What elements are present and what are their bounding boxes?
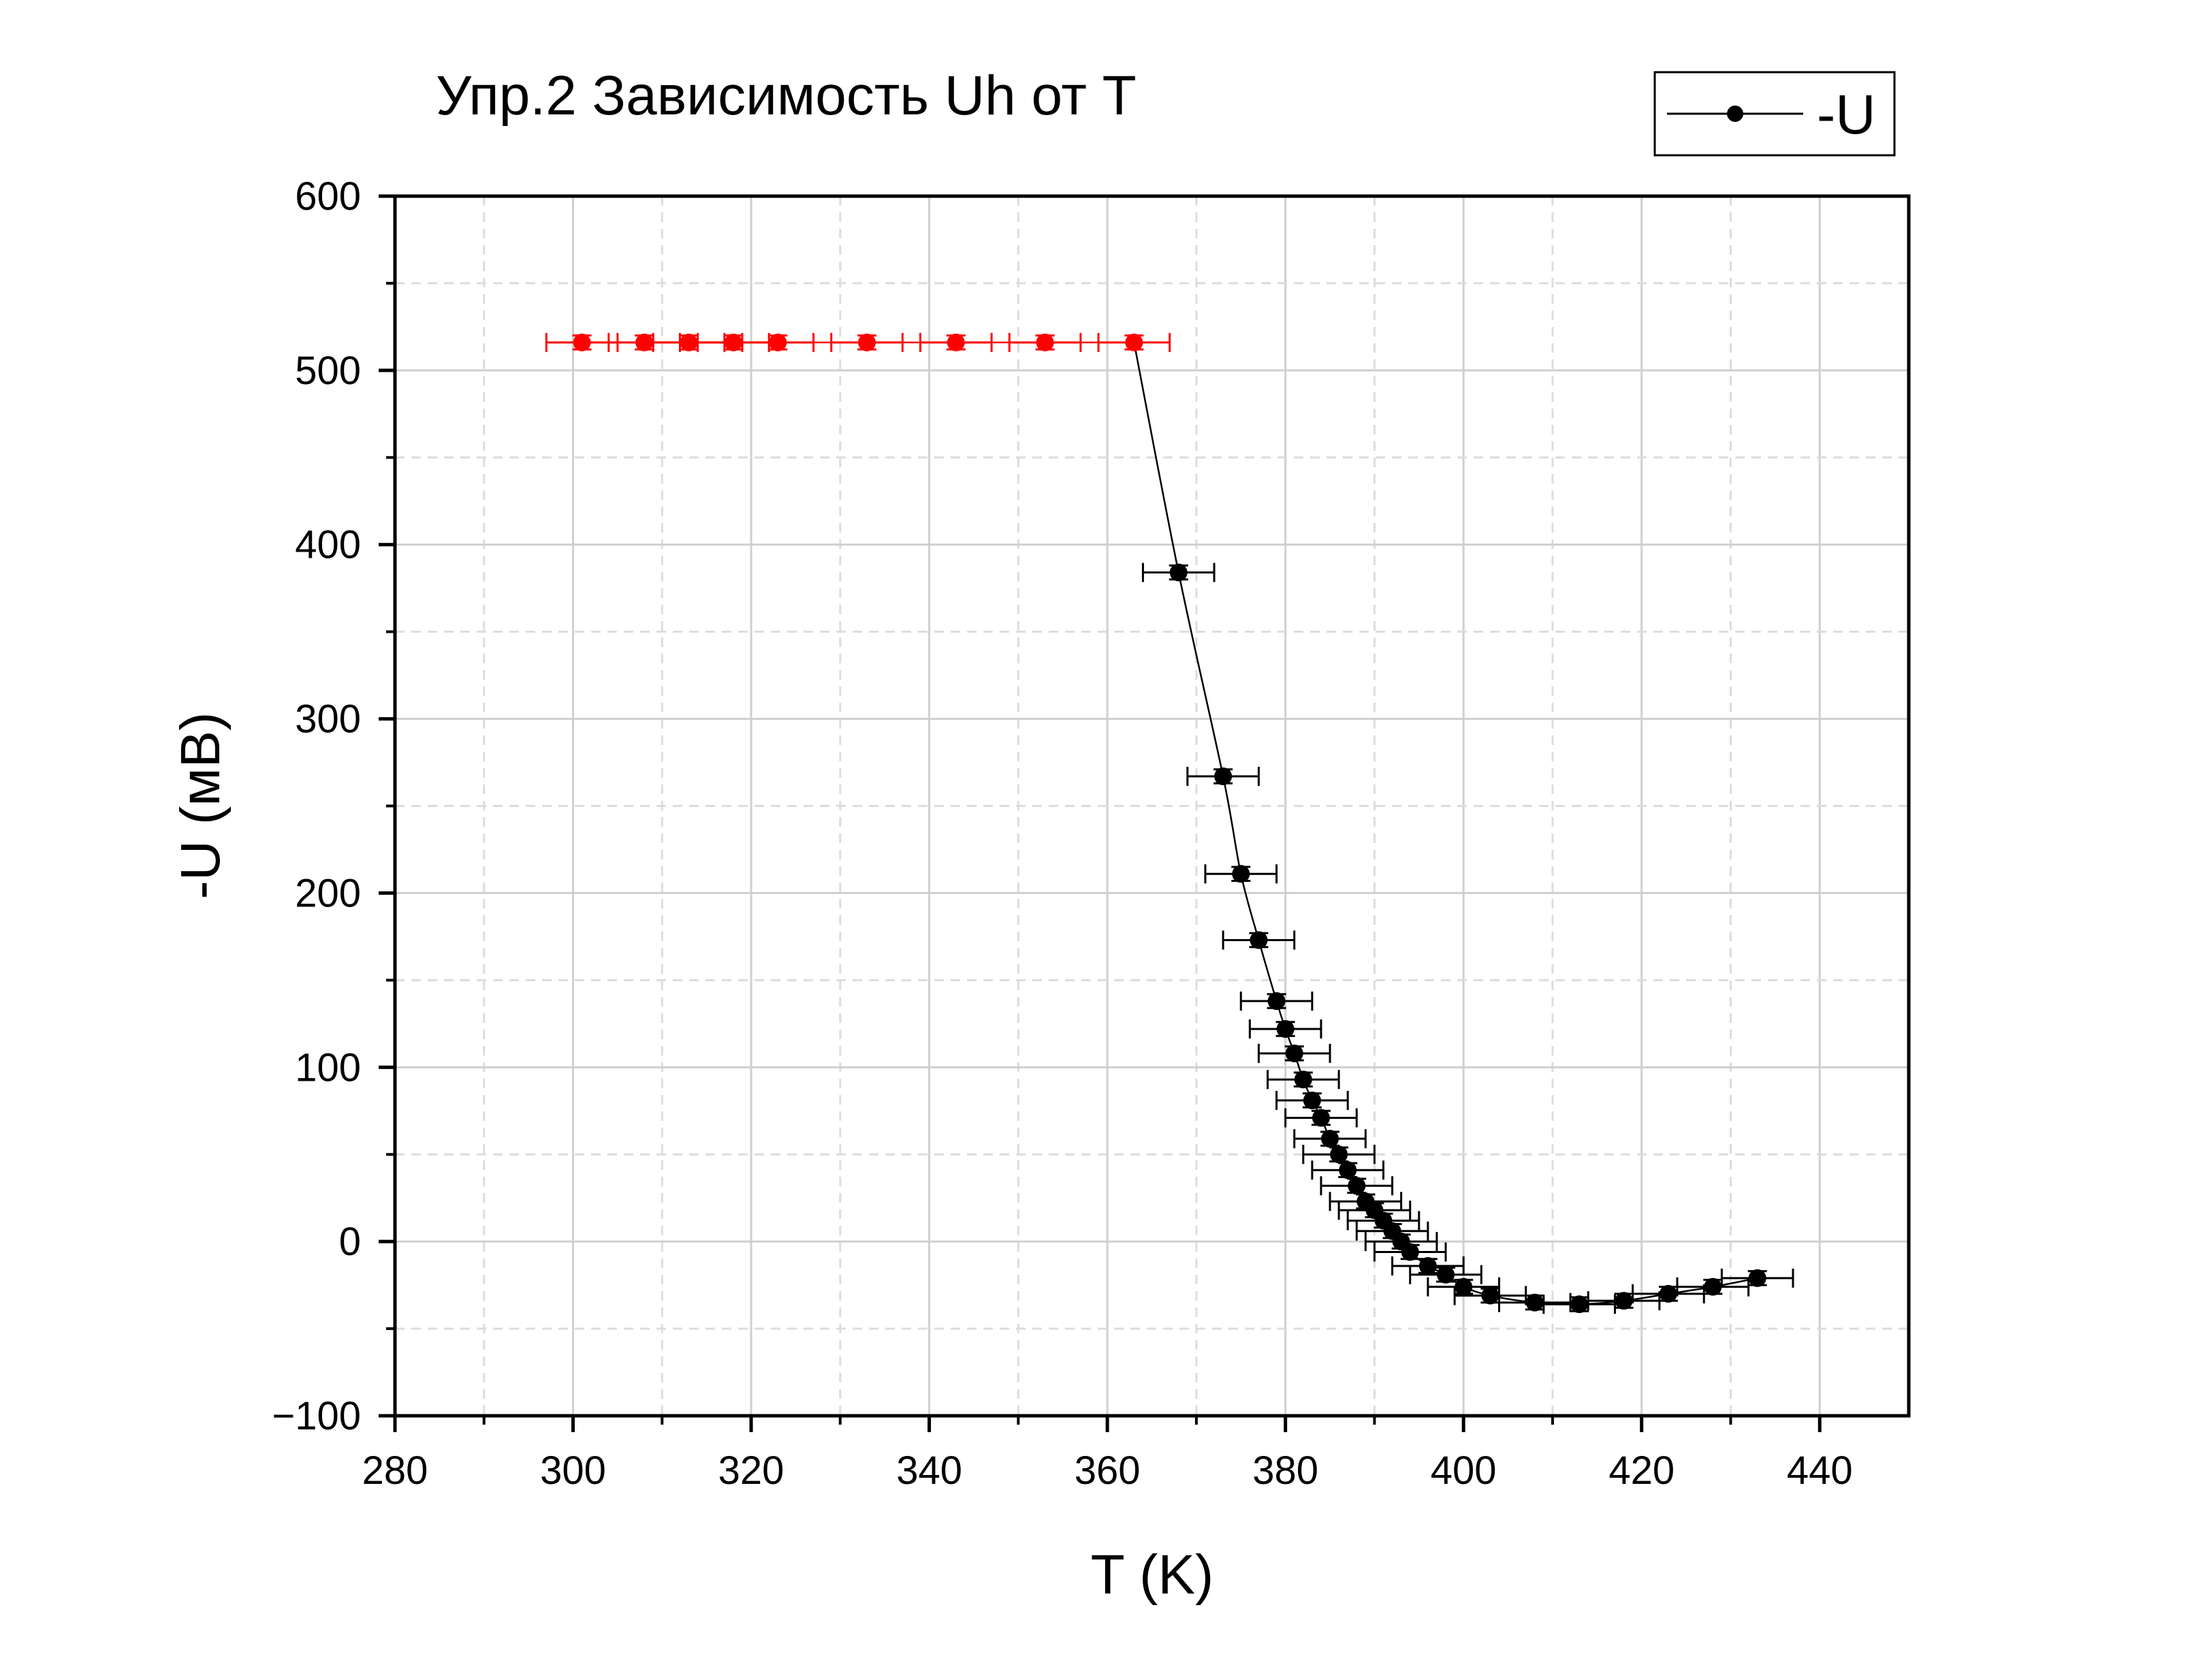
legend-marker: [1727, 106, 1743, 122]
legend: -U: [1653, 71, 1896, 157]
x-tick-label: 380: [1252, 1448, 1318, 1493]
black-series-data-point: [1267, 992, 1286, 1011]
red-series-data-point: [1036, 333, 1054, 351]
red-series-data-point: [635, 333, 654, 351]
x-tick-label: 400: [1431, 1448, 1497, 1493]
x-tick-label: 340: [896, 1448, 962, 1493]
black-series-data-point: [1312, 1109, 1330, 1127]
black-series-data-point: [1704, 1278, 1722, 1296]
black-series-data-point: [1285, 1044, 1303, 1062]
x-tick-label: 280: [362, 1448, 428, 1493]
red-series-data-point: [769, 333, 787, 351]
red-series-data-point: [680, 333, 698, 351]
black-series-data-point: [1348, 1177, 1366, 1195]
y-tick-label: 400: [295, 523, 361, 567]
axis-ticks: 280 300 320 340 360 380 400 420 440 −100 0 100 200 30…: [272, 174, 1852, 1493]
black-series-data-point: [1401, 1243, 1419, 1261]
x-tick-label: 360: [1075, 1448, 1141, 1493]
red-series-data-point: [947, 333, 965, 351]
black-series-data-point: [1437, 1265, 1455, 1284]
black-series-data-point: [1294, 1071, 1312, 1089]
black-series-data-point: [1570, 1295, 1589, 1314]
black-series-data-point: [1525, 1293, 1544, 1312]
y-tick-label: 200: [295, 871, 361, 915]
black-series-data-point: [1455, 1278, 1473, 1296]
chart-title: Упр.2 Зависимость Uh от T: [436, 65, 1137, 127]
red-series-data-point: [573, 333, 591, 351]
black-series-data-point: [1481, 1286, 1499, 1305]
black-series-data-point: [1330, 1145, 1348, 1164]
black-series-data-point: [1659, 1284, 1677, 1303]
black-series-data-point: [1214, 767, 1233, 786]
black-series-data-point: [1169, 563, 1188, 582]
black-series-data-point: [1748, 1269, 1766, 1287]
x-tick-label: 300: [540, 1448, 606, 1493]
black-series-data-point: [1303, 1091, 1321, 1109]
y-tick-label: 100: [295, 1045, 361, 1090]
black-series-data-point: [1232, 865, 1250, 883]
x-tick-label: 320: [718, 1448, 784, 1493]
plot-data: [545, 332, 1794, 1314]
red-series-data-point: [1125, 333, 1143, 351]
black-series-data-point: [1615, 1292, 1633, 1310]
black-series-data-point: [1339, 1161, 1357, 1179]
x-tick-label: 440: [1787, 1448, 1853, 1493]
red-series-data-point: [858, 333, 876, 351]
black-series-data-point: [1250, 931, 1268, 949]
y-tick-label: 0: [339, 1220, 361, 1264]
y-tick-label: 500: [295, 349, 361, 393]
black-series-data-point: [1276, 1019, 1295, 1038]
x-axis-title: T (K): [1091, 1544, 1214, 1606]
legend-label: -U: [1817, 84, 1876, 146]
y-tick-label: −100: [272, 1394, 361, 1438]
black-series-data-point: [1321, 1130, 1339, 1148]
red-series-data-point: [724, 333, 742, 351]
x-tick-label: 420: [1608, 1448, 1675, 1493]
black-series-data-point: [1418, 1256, 1437, 1275]
y-tick-label: 600: [295, 174, 361, 219]
y-tick-label: 300: [295, 697, 361, 742]
y-axis-title: -U (мВ): [170, 712, 232, 900]
